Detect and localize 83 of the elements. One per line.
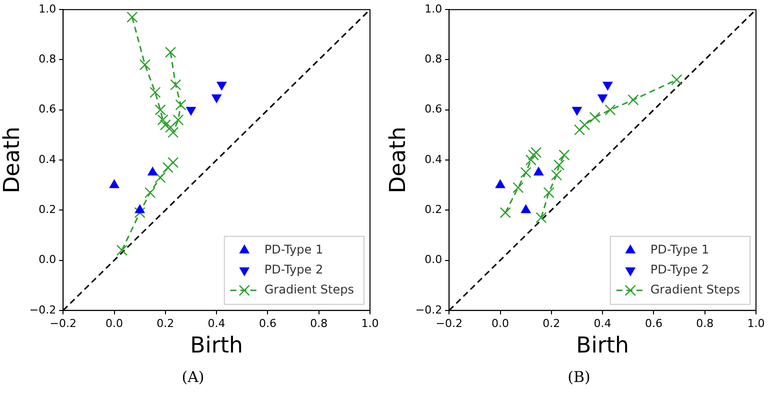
point [109, 180, 120, 188]
point [186, 106, 196, 116]
point [671, 74, 682, 86]
legend-label: PD-Type 2 [650, 262, 710, 277]
x-tick-label: 0.2 [542, 316, 560, 330]
point [574, 124, 586, 136]
point [543, 187, 554, 198]
point [150, 86, 161, 98]
x-axis-title: Birth [576, 334, 629, 359]
point [604, 104, 616, 116]
x-tick-label: 0.0 [106, 316, 124, 330]
x-tick-label: 0.6 [644, 316, 662, 330]
y-tick-label: 0.2 [424, 202, 442, 216]
point [520, 166, 532, 178]
point [530, 146, 542, 158]
x-axis-title: Birth [190, 334, 243, 359]
point [579, 119, 590, 130]
point [162, 162, 174, 174]
x-tick-label: 0.8 [310, 316, 328, 330]
point [172, 114, 184, 126]
y-tick-label: 0.4 [38, 152, 56, 166]
x-tick-label: 0.0 [492, 316, 510, 330]
point [134, 207, 146, 218]
y-axis-title: Death [386, 126, 411, 194]
x-tick-label: 0.4 [208, 316, 226, 330]
point [160, 119, 171, 130]
y-tick-label: 0.6 [424, 102, 442, 116]
point [154, 172, 166, 184]
point [170, 79, 182, 90]
x-tick-label: −0.2 [50, 316, 76, 330]
x-tick-label: 1.0 [361, 316, 379, 330]
x-tick-label: 0.2 [156, 316, 174, 330]
point [500, 207, 511, 218]
point [164, 122, 176, 133]
y-tick-label: 1.0 [38, 2, 56, 16]
point [164, 46, 176, 58]
y-tick-label: 1.0 [424, 2, 442, 16]
x-tick-label: 0.4 [594, 316, 612, 330]
point [572, 106, 582, 116]
y-tick-label: 0.6 [38, 102, 56, 116]
point [126, 12, 138, 23]
point [212, 94, 222, 103]
y-tick-label: −0.2 [415, 303, 442, 316]
point [525, 154, 536, 166]
text: (B) [566, 368, 592, 386]
y-tick-label: −0.2 [29, 303, 56, 316]
point [589, 112, 600, 123]
y-tick-label: 0.0 [424, 253, 442, 266]
x-tick-label: 0.6 [258, 316, 276, 330]
y-tick-label: 0.8 [424, 52, 442, 66]
y-tick-label: 0.4 [424, 152, 442, 166]
point [216, 82, 226, 90]
point [168, 156, 179, 168]
point [528, 149, 540, 161]
y-axis-title: Death [0, 126, 25, 194]
point [512, 182, 524, 194]
point [139, 59, 150, 70]
legend-label: Gradient Steps [650, 282, 740, 297]
point [495, 180, 506, 188]
point [558, 149, 570, 161]
legend-label: PD-Type 1 [264, 242, 324, 257]
y-tick-label: 0.2 [38, 202, 56, 216]
point [628, 94, 639, 106]
point [175, 99, 186, 110]
x-tick-label: 1.0 [747, 316, 765, 330]
text: (A) [180, 368, 206, 386]
point [536, 212, 547, 224]
y-tick-label: 0.8 [38, 52, 56, 66]
point [534, 167, 544, 176]
x-tick-label: −0.2 [436, 316, 462, 330]
legend-label: PD-Type 2 [264, 262, 324, 277]
point [148, 167, 158, 176]
legend-label: Gradient Steps [264, 282, 354, 297]
y-tick-label: 0.0 [38, 253, 56, 266]
legend-label: PD-Type 1 [650, 242, 710, 257]
point [144, 187, 156, 198]
point [135, 204, 145, 214]
point [168, 126, 179, 138]
point [602, 82, 612, 90]
point [116, 244, 128, 256]
point [598, 94, 608, 103]
x-tick-label: 0.8 [696, 316, 714, 330]
point [521, 204, 531, 214]
